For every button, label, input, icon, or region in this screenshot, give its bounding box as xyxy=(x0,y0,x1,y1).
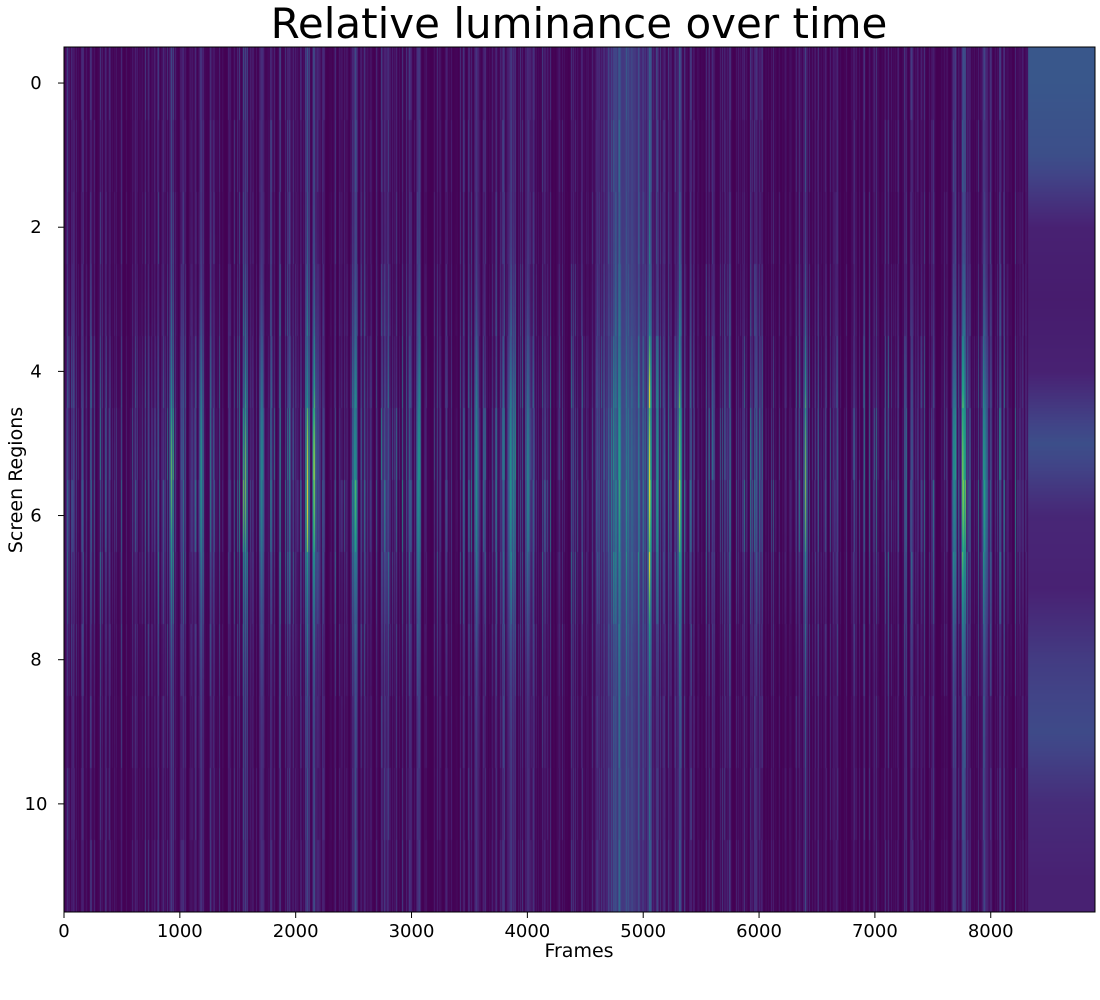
tail-region-cell xyxy=(1028,768,1095,840)
x-tick-label: 5000 xyxy=(620,921,666,942)
chart-title: Relative luminance over time xyxy=(271,0,888,48)
y-tick-label: 10 xyxy=(25,794,48,815)
y-tick-label: 2 xyxy=(30,217,41,238)
x-tick-label: 0 xyxy=(58,921,69,942)
tail-region-cell xyxy=(1028,407,1095,479)
y-tick-label: 0 xyxy=(30,73,41,94)
y-axis: 0 2 4 6 8 10 xyxy=(25,73,64,815)
tail-region-cell xyxy=(1028,624,1095,696)
x-tick-label: 4000 xyxy=(504,921,550,942)
y-axis-label: Screen Regions xyxy=(5,407,27,553)
x-tick-label: 7000 xyxy=(852,921,898,942)
tail-region-cell xyxy=(1028,263,1095,335)
y-tick-label: 8 xyxy=(30,650,41,671)
x-axis-label: Frames xyxy=(544,940,613,962)
x-tick-label: 8000 xyxy=(968,921,1014,942)
heatmap-canvas xyxy=(64,47,1095,912)
x-tick-label: 1000 xyxy=(157,921,203,942)
y-tick-label: 6 xyxy=(30,506,41,527)
y-tick-label: 4 xyxy=(30,361,41,382)
plot-frame xyxy=(63,46,1096,913)
tail-segment-group xyxy=(1028,47,1095,912)
tail-region-cell xyxy=(1028,696,1095,768)
x-axis: 0 1000 2000 3000 4000 5000 6000 7000 8000 xyxy=(58,912,1014,942)
x-tick-label: 3000 xyxy=(389,921,435,942)
tail-region-cell xyxy=(1028,480,1095,552)
tail-region-cell xyxy=(1028,552,1095,624)
tail-region-cell xyxy=(1028,840,1095,912)
tail-region-cell xyxy=(1028,191,1095,263)
tail-region-cell xyxy=(1028,47,1095,119)
heatmap-plot-area xyxy=(64,47,1095,912)
tail-region-cell xyxy=(1028,119,1095,191)
x-tick-label: 2000 xyxy=(273,921,319,942)
x-tick-label: 6000 xyxy=(736,921,782,942)
tail-region-cell xyxy=(1028,335,1095,407)
